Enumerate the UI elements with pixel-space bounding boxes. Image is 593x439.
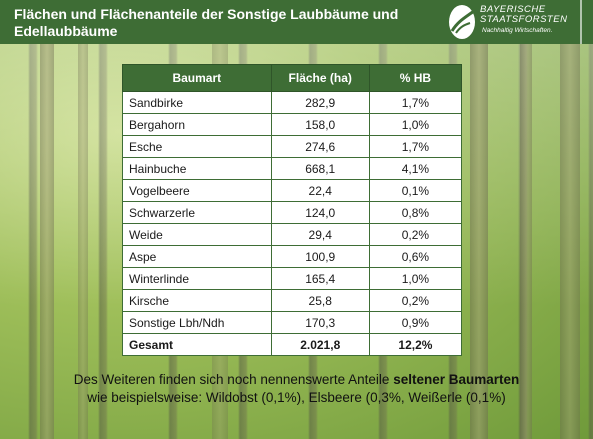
area-cell: 170,3 [270,311,370,334]
species-cell: Aspe [122,245,272,268]
table-header-row: Baumart Fläche (ha) % HB [122,64,463,92]
area-cell: 165,4 [270,267,370,290]
logo-line1: BAYERISCHE [480,4,546,15]
percent-cell: 0,9% [368,311,463,334]
table-row: Kirsche 25,8 0,2% [122,289,463,312]
species-cell: Hainbuche [122,157,272,180]
percent-cell: 0,1% [368,179,463,202]
table-row: Vogelbeere 22,4 0,1% [122,179,463,202]
tree-trunk [470,40,488,439]
table-row: Aspe 100,9 0,6% [122,245,463,268]
footnote-text: Des Weiteren finden sich noch nennenswer… [20,371,573,407]
table-row: Esche 274,6 1,7% [122,135,463,158]
species-cell: Schwarzerle [122,201,272,224]
species-cell: Kirsche [122,289,272,312]
footnote-line2: wie beispielsweise: Wildobst (0,1%), Els… [87,390,506,405]
total-label-cell: Gesamt [122,333,272,356]
area-cell: 158,0 [270,113,370,136]
title-bar: Flächen und Flächenanteile der Sonstige … [0,0,593,44]
percent-cell: 0,2% [368,289,463,312]
species-cell: Vogelbeere [122,179,272,202]
percent-cell: 0,6% [368,245,463,268]
column-header-flaeche: Fläche (ha) [270,64,370,92]
column-header-baumart: Baumart [122,64,272,92]
percent-cell: 0,2% [368,223,463,246]
area-cell: 22,4 [270,179,370,202]
tree-species-table: Baumart Fläche (ha) % HB Sandbirke 282,9… [122,64,463,356]
species-cell: Bergahorn [122,113,272,136]
logo-name: BAYERISCHE STAATSFORSTEN [480,5,567,25]
tree-trunk [78,40,88,439]
area-cell: 29,4 [270,223,370,246]
footnote-highlight: seltener Baumarten [393,372,520,387]
area-cell: 668,1 [270,157,370,180]
area-cell: 282,9 [270,91,370,114]
table-row: Schwarzerle 124,0 0,8% [122,201,463,224]
tree-trunk [520,40,532,439]
species-cell: Sonstige Lbh/Ndh [122,311,272,334]
header-divider [580,0,582,44]
table-row: Sandbirke 282,9 1,7% [122,91,463,114]
tree-trunk [40,40,54,439]
logo-line2: STAATSFORSTEN [480,14,568,25]
species-cell: Esche [122,135,272,158]
footnote-line1: Des Weiteren finden sich noch nennenswer… [20,371,573,389]
percent-cell: 1,7% [368,91,463,114]
total-area-cell: 2.021,8 [270,333,370,356]
table-row: Sonstige Lbh/Ndh 170,3 0,9% [122,311,463,334]
page-title: Flächen und Flächenanteile der Sonstige … [14,6,399,39]
total-percent-cell: 12,2% [368,333,463,356]
table-total-row: Gesamt 2.021,8 12,2% [122,333,463,356]
tree-leaf-icon [449,5,475,39]
logo: BAYERISCHE STAATSFORSTEN Nachhaltig Wirt… [446,2,576,42]
area-cell: 124,0 [270,201,370,224]
area-cell: 100,9 [270,245,370,268]
tree-trunk [560,40,580,439]
column-header-hb: % HB [368,64,463,92]
footnote-line1-text: Des Weiteren finden sich noch nennenswer… [73,372,394,387]
area-cell: 274,6 [270,135,370,158]
percent-cell: 1,7% [368,135,463,158]
table-row: Hainbuche 668,1 4,1% [122,157,463,180]
percent-cell: 4,1% [368,157,463,180]
species-cell: Winterlinde [122,267,272,290]
species-cell: Sandbirke [122,91,272,114]
table-row: Bergahorn 158,0 1,0% [122,113,463,136]
percent-cell: 1,0% [368,267,463,290]
species-cell: Weide [122,223,272,246]
area-cell: 25,8 [270,289,370,312]
percent-cell: 0,8% [368,201,463,224]
table-row: Weide 29,4 0,2% [122,223,463,246]
logo-tagline: Nachhaltig Wirtschaften. [482,27,553,34]
table-row: Winterlinde 165,4 1,0% [122,267,463,290]
percent-cell: 1,0% [368,113,463,136]
